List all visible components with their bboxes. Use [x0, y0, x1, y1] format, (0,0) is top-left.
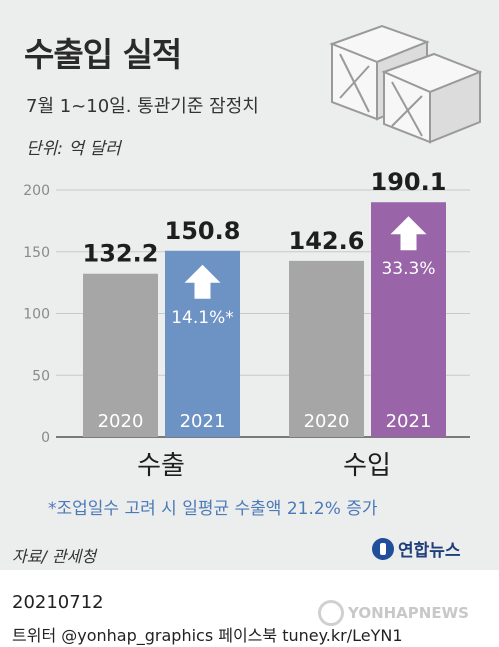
year-label: 2020 [304, 411, 350, 432]
watermark-logo-icon [318, 600, 344, 626]
y-tick-label: 50 [32, 368, 50, 384]
year-label: 2021 [386, 411, 432, 432]
watermark-text: YONHAPNEWS [348, 604, 469, 622]
wooden-crates-icon [329, 24, 482, 144]
bar-chart: 0 50 100 150 200 132.2 2020 150.8 2021 14.1%* 142… [23, 168, 470, 481]
up-arrow-icon [184, 264, 221, 299]
value-label: 190.1 [371, 168, 447, 196]
chart-subtitle: 7월 1~10일. 통관기준 잠정치 [26, 96, 259, 117]
chart-title: 수출입 실적 [24, 35, 182, 74]
change-label: 33.3% [381, 259, 435, 279]
social-links: 트위터 @yonhap_graphics 페이스북 tuney.kr/LeYN1 [12, 626, 403, 645]
source-label: 자료/ 관세청 [12, 547, 97, 566]
y-tick-label: 150 [23, 245, 50, 261]
value-label: 142.6 [289, 227, 365, 255]
value-label: 132.2 [83, 240, 159, 268]
unit-label: 단위: 억 달러 [26, 139, 121, 159]
bars [83, 202, 446, 437]
up-arrow-icon [390, 216, 427, 251]
logo-text: 연합뉴스 [398, 541, 461, 561]
y-tick-label: 100 [23, 307, 50, 323]
date-label: 20210712 [12, 592, 104, 613]
labels: 132.2 2020 150.8 2021 14.1%* 142.6 2020 190.1 20… [83, 168, 447, 481]
year-label: 2021 [180, 411, 226, 432]
bar-2020 [83, 273, 158, 437]
category-label: 수출 [137, 451, 185, 481]
y-tick-label: 200 [23, 183, 50, 199]
footnote: *조업일수 고려 시 일평균 수출액 21.2% 증가 [48, 499, 378, 519]
yonhap-logo-icon [372, 537, 394, 560]
bar-2020 [289, 260, 364, 437]
category-label: 수입 [343, 451, 391, 481]
watermark: YONHAPNEWS [318, 600, 469, 626]
y-tick-label: 0 [41, 430, 50, 446]
yonhap-logo: 연합뉴스 [372, 536, 461, 561]
value-label: 150.8 [165, 217, 241, 245]
year-label: 2020 [98, 411, 144, 432]
change-label: 14.1%* [171, 308, 234, 328]
